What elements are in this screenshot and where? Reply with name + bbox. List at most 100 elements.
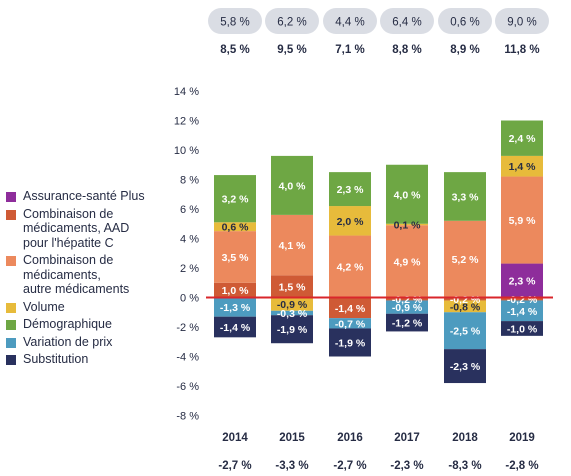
legend-item: Volume — [6, 300, 184, 315]
bar-segment — [214, 222, 256, 232]
top-pill-label: 4,4 % — [335, 17, 364, 29]
bar-segment — [271, 315, 313, 344]
bar-segment — [386, 164, 428, 224]
bar-segment — [386, 313, 428, 332]
segment-label: -1,9 % — [277, 324, 308, 336]
bar-segment — [271, 155, 313, 215]
second-row-label: 8,8 % — [392, 44, 421, 56]
x-tick-label: 2016 — [337, 432, 363, 444]
second-row-label: 9,5 % — [277, 44, 306, 56]
legend-swatch — [6, 320, 16, 330]
bar-segment — [501, 321, 543, 336]
legend-item: Démographique — [6, 317, 184, 332]
y-tick-label: 0 % — [180, 293, 199, 305]
bar-segment — [329, 297, 371, 319]
y-tick-label: -6 % — [176, 381, 199, 393]
legend-swatch — [6, 192, 16, 202]
segment-label: 1,5 % — [279, 281, 307, 293]
bar-segment — [444, 312, 486, 350]
bar-segment — [271, 297, 313, 311]
bar-segment — [329, 318, 371, 329]
bar-segment — [214, 297, 256, 317]
bar-segment — [444, 220, 486, 298]
segment-label: 1,4 % — [509, 161, 537, 173]
segment-label: 0,1 % — [394, 219, 422, 231]
second-row-label: 8,5 % — [220, 44, 249, 56]
y-tick-label: 6 % — [180, 204, 199, 216]
bar-segment — [501, 300, 543, 322]
y-tick-label: 12 % — [174, 116, 199, 128]
top-pill-label: 6,4 % — [392, 17, 421, 29]
y-tick-label: -2 % — [176, 322, 199, 334]
bar-segment — [271, 214, 313, 276]
y-tick-label: -4 % — [176, 352, 199, 364]
legend-swatch — [6, 209, 16, 220]
segment-label: 4,9 % — [394, 256, 422, 268]
x-tick-label: 2018 — [452, 432, 478, 444]
bottom-row-label: -2,8 % — [505, 460, 538, 472]
top-pill — [208, 8, 262, 34]
bar-segment — [329, 206, 371, 236]
segment-label: -1,4 % — [220, 322, 251, 334]
segment-labels: 1,0 % 3,5 % 0,6 % 3,2 % -1,3 % -1,4 % 1,5 % 4,1… — [220, 133, 538, 373]
legend: Assurance-santé Plus Combinaison de médic… — [6, 189, 184, 370]
legend-item: Variation de prix — [6, 335, 184, 350]
bar-segment — [501, 155, 543, 177]
segment-label: -1,0 % — [507, 323, 538, 335]
segment-label: -2,3 % — [450, 361, 481, 373]
legend-label: Assurance-santé Plus — [23, 189, 145, 203]
legend-label: Combinaison de médicaments, autre médica… — [23, 253, 130, 296]
legend-swatch — [6, 337, 16, 348]
segment-label: -0,7 % — [335, 318, 366, 330]
bar-segment — [501, 120, 543, 156]
bottom-row-label: -8,3 % — [448, 460, 481, 472]
bottom-row-label: -2,3 % — [390, 460, 423, 472]
second-row-label: 7,1 % — [335, 44, 364, 56]
bottom-row-values: -2,7 % -3,3 % -2,7 % -2,3 % -8,3 % -2,8 % — [218, 460, 538, 472]
segment-label: -1,3 % — [220, 302, 251, 314]
legend-label: Démographique — [23, 317, 112, 331]
x-tick-label: 2017 — [394, 432, 420, 444]
segment-label: -0,8 % — [450, 301, 481, 313]
legend-swatch — [6, 256, 16, 266]
y-tick-label: 10 % — [174, 145, 199, 157]
segment-label: 3,2 % — [222, 194, 250, 206]
bar-segment — [214, 175, 256, 223]
top-pill — [265, 8, 319, 34]
bar-segment — [271, 310, 313, 316]
top-pill — [380, 8, 434, 34]
segment-label: 0,6 % — [222, 222, 250, 234]
segment-label: 5,2 % — [452, 254, 480, 266]
bar-segment — [444, 172, 486, 221]
top-pill — [495, 8, 549, 34]
legend-swatch — [6, 355, 16, 365]
segment-label: -0,3 % — [277, 308, 308, 320]
segment-label: -1,9 % — [335, 337, 366, 349]
bottom-row-label: -2,7 % — [333, 460, 366, 472]
bottom-row-label: -3,3 % — [275, 460, 308, 472]
legend-item: Combinaison de médicaments, AAD pour l'h… — [6, 207, 184, 251]
second-row-label: 11,8 % — [504, 44, 539, 56]
bar-segment — [501, 176, 543, 264]
bar-segment — [444, 349, 486, 384]
y-axis: -8 % -6 % -4 % -2 % 0 % 2 % 4 % 6 % 8 % 10 % 12 % 1… — [174, 86, 199, 423]
segment-label: 4,1 % — [279, 240, 307, 252]
legend-swatch — [6, 302, 16, 313]
bar-segment — [386, 297, 428, 301]
legend-label: Combinaison de médicaments, AAD pour l'h… — [23, 206, 130, 250]
legend-item: Assurance-santé Plus — [6, 189, 184, 204]
top-pill-label: 6,2 % — [277, 17, 306, 29]
segment-label: -2,5 % — [450, 326, 481, 338]
segment-label: -0,2 % — [507, 294, 538, 306]
bar-segment — [386, 223, 428, 226]
segment-label: -0,9 % — [392, 302, 423, 314]
y-tick-label: 8 % — [180, 175, 199, 187]
bar-segment — [386, 225, 428, 298]
top-pill-label: 9,0 % — [507, 17, 536, 29]
bar-segment — [501, 263, 543, 298]
bar-segment — [329, 172, 371, 207]
segment-label: -0,9 % — [277, 299, 308, 311]
segment-label: 4,0 % — [394, 189, 422, 201]
bottom-row-label: -2,7 % — [218, 460, 251, 472]
